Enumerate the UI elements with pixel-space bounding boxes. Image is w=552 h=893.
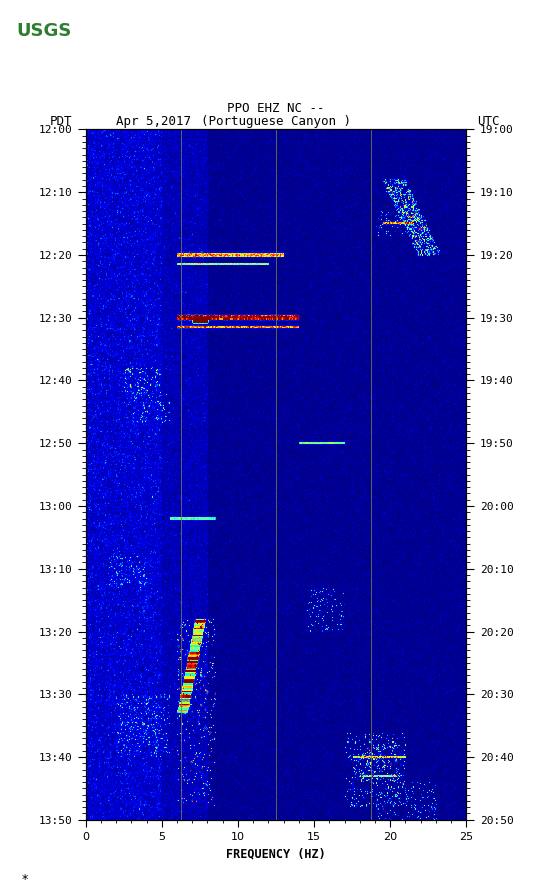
Text: (Portuguese Canyon ): (Portuguese Canyon ) bbox=[201, 115, 351, 128]
Text: *: * bbox=[22, 872, 28, 886]
Text: USGS: USGS bbox=[17, 22, 72, 40]
X-axis label: FREQUENCY (HZ): FREQUENCY (HZ) bbox=[226, 847, 326, 860]
Text: UTC: UTC bbox=[477, 115, 500, 128]
Text: PPO EHZ NC --: PPO EHZ NC -- bbox=[227, 103, 325, 115]
Text: Apr 5,2017: Apr 5,2017 bbox=[116, 115, 191, 128]
Text: PDT: PDT bbox=[50, 115, 72, 128]
